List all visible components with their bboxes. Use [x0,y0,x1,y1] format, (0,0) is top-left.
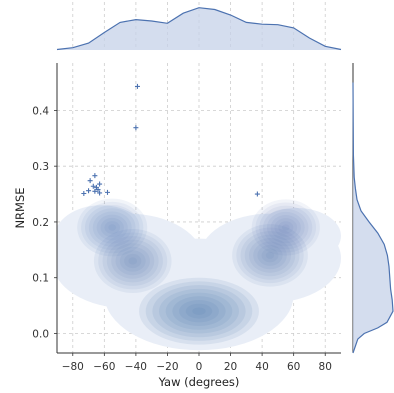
kde-contour-level [84,205,140,250]
kde-contour-level [104,221,121,234]
y-tick-label: 0.1 [32,273,49,285]
bivariate-kde-density [57,198,341,351]
y-marginal-density-line [352,82,394,354]
kde-contour-level [128,257,138,265]
kde-contour-level [278,221,294,234]
data-point [81,191,87,196]
x-tick-label: 0 [196,361,203,373]
kde-contour-level [77,198,148,257]
kde-contour-level [93,228,172,293]
kde-contour-level [96,214,128,241]
right-marginal-panel [352,63,394,354]
kde-contour-level [270,215,301,241]
y-tick-label: 0.2 [32,217,49,229]
top-marginal-panel [56,2,342,51]
kde-outer-contour [252,208,341,264]
kde-contour-level [100,217,124,238]
data-point [92,188,98,194]
kde-contour-level [266,211,305,244]
data-point [90,183,96,189]
data-point [92,173,98,179]
kde-contour-level [102,236,163,286]
x-tick-label: −20 [156,361,178,373]
kde-outer-contour [104,238,294,351]
kde-contour-level [165,292,233,330]
kde-contour-level [115,246,150,276]
kde-contour-level [106,239,159,283]
y-tick-label: 0.3 [32,161,49,173]
x-tick-label: 60 [287,361,300,373]
y-tick-label: 0.0 [32,328,49,340]
kde-contour-level [159,288,239,334]
y-marginal-density-area [353,82,393,353]
kde-contour-level [108,224,117,231]
kde-contour-level [172,296,226,327]
kde-contour-level [251,199,320,256]
x-marginal-density-line [56,7,342,51]
x-tick-label: −60 [93,361,115,373]
kde-contour-level [274,218,298,237]
x-axis-ticks: −80 −60 −40 −20 0 20 40 60 80 [62,353,332,373]
kde-contour-level [145,281,253,341]
y-axis-title: NRMSE [13,187,27,228]
x-axis-title: Yaw (degrees) [158,375,240,389]
scatter-points [81,83,260,197]
data-point [254,191,260,197]
data-point [134,83,140,89]
kde-contour-level [152,285,246,338]
y-tick-label: 0.4 [32,105,49,117]
kde-contour-level [255,202,317,253]
kde-contour-level [88,208,136,247]
data-point [86,188,92,194]
kde-contour-level [253,241,287,270]
kde-contour-level [261,248,279,263]
data-point [95,187,101,193]
x-tick-label: −40 [125,361,147,373]
kde-contour-level [81,201,144,254]
data-point [97,190,103,196]
kde-contour-level [263,208,309,247]
kde-contour-level [92,211,132,244]
y-axis-ticks: 0.0 0.1 0.2 0.3 0.4 [32,105,57,340]
x-tick-label: 20 [224,361,237,373]
kde-contour-level [248,238,292,273]
x-tick-label: 40 [255,361,268,373]
data-point [87,178,93,184]
main-plot-panel: −80 −60 −40 −20 0 20 40 60 80 0.0 0.1 0.2 0.3 0.4 [32,63,341,373]
kde-contour-level [232,224,308,287]
kde-contour-level [259,205,313,250]
kde-contour-level [124,253,142,269]
kde-contour-level [185,303,213,319]
kde-contour-level [192,307,206,315]
kde-contour-level [240,231,300,280]
x-tick-label: −80 [62,361,84,373]
kde-contour-level [139,277,259,345]
x-tick-label: 80 [319,361,332,373]
data-point [104,189,110,195]
kde-contour-level [257,244,283,266]
data-point [133,125,139,131]
kde-contour-level [119,250,146,272]
kde-outer-contour [57,205,149,273]
kde-contour-level [281,224,290,231]
kde-contour-level [179,300,219,323]
data-point [97,181,103,187]
kde-contour-level [265,251,275,259]
kde-contour-level [236,227,304,284]
kde-contour-level [111,243,155,279]
x-marginal-density-area [57,7,341,50]
kde-contour-level [244,234,296,277]
kde-contour-level [98,232,168,290]
